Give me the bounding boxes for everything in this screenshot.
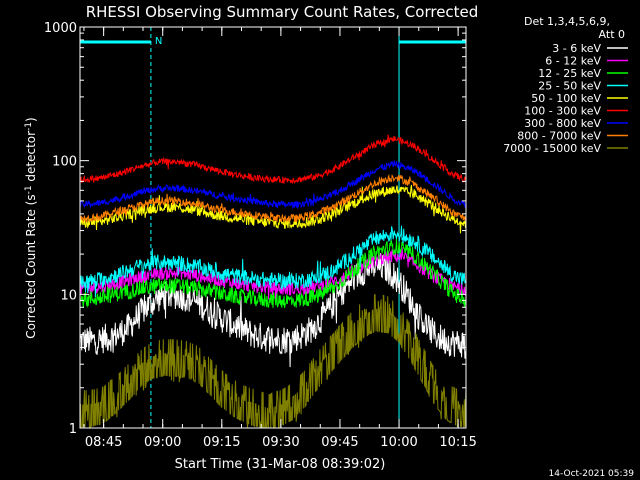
plot-frame xyxy=(79,26,467,429)
legend-label-3: 25 - 50 keV xyxy=(538,80,601,93)
series-line-6 xyxy=(79,160,467,210)
series-line-5 xyxy=(79,134,467,185)
x-tick-label-6: 10:15 xyxy=(439,435,476,450)
legend-label-7: 800 - 7000 keV xyxy=(517,130,601,143)
series-layer xyxy=(79,134,467,430)
series-line-2 xyxy=(79,239,467,309)
legend-label-8: 7000 - 15000 keV xyxy=(503,142,601,155)
chart-title: RHESSI Observing Summary Count Rates, Co… xyxy=(86,3,479,21)
legend-label-0: 3 - 6 keV xyxy=(552,42,601,55)
series-line-1 xyxy=(79,247,467,302)
legend-label-4: 50 - 100 keV xyxy=(531,92,601,105)
legend-header-line-0: Det 1,3,4,5,6,9, xyxy=(524,15,610,28)
x-axis-label: Start Time (31-Mar-08 08:39:02) xyxy=(175,457,386,472)
x-tick-label-4: 09:45 xyxy=(321,435,358,450)
legend-label-6: 300 - 800 keV xyxy=(524,117,601,130)
y-tick-label-2: 100 xyxy=(52,155,77,170)
x-tick-label-0: 08:45 xyxy=(85,435,122,450)
attenuator-label: N xyxy=(155,36,162,47)
legend-header-line-1: Att 0 xyxy=(599,28,625,41)
series-line-0 xyxy=(79,252,467,368)
legend-label-1: 6 - 12 keV xyxy=(545,55,601,68)
legend-label-2: 12 - 25 keV xyxy=(538,67,601,80)
series-line-7 xyxy=(79,173,467,224)
series-line-3 xyxy=(79,225,467,298)
series-line-8 xyxy=(80,293,467,430)
axes: 1 10 100 1000 08:45 09:00 09:15 09:30 09:45 10:00… xyxy=(44,21,477,450)
footer-date: 14-Oct-2021 05:39 xyxy=(549,469,635,479)
y-tick-label-0: 1 xyxy=(69,422,77,437)
x-tick-label-2: 09:15 xyxy=(203,435,240,450)
y-tick-label-3: 1000 xyxy=(44,21,77,36)
y-tick-label-1: 10 xyxy=(60,288,77,303)
x-tick-label-5: 10:00 xyxy=(380,435,417,450)
legend-label-5: 100 - 300 keV xyxy=(524,105,601,118)
x-tick-label-3: 09:30 xyxy=(262,435,299,450)
x-tick-label-1: 09:00 xyxy=(144,435,181,450)
y-axis-label: Corrected Count Rate (s-1 detector-1) xyxy=(24,117,38,338)
